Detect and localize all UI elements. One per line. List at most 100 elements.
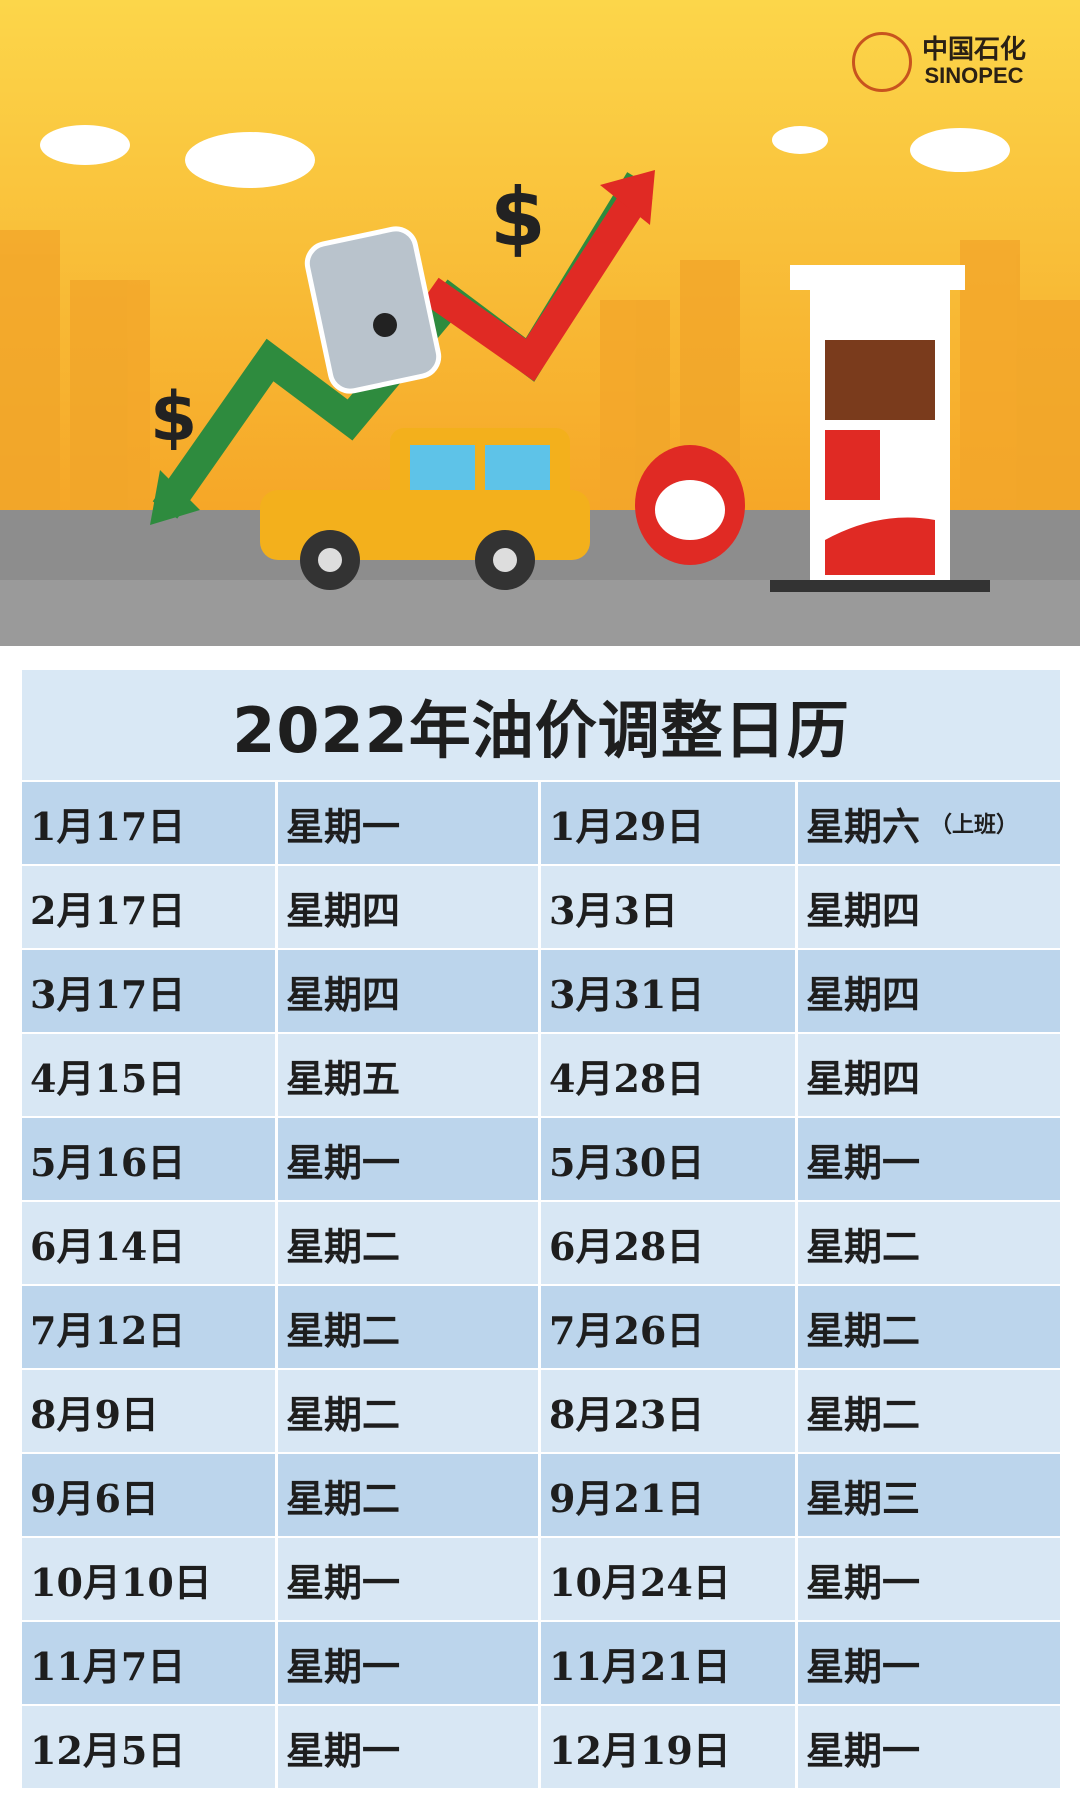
weekday-cell: 星期四 bbox=[278, 950, 541, 1032]
weekday-cell-text: 星期一 bbox=[286, 1643, 401, 1689]
date-cell: 3月17日 bbox=[22, 950, 278, 1032]
weekday-cell: 星期一 bbox=[278, 1118, 541, 1200]
car-icon bbox=[260, 428, 590, 590]
weekday-cell: 星期二 bbox=[278, 1286, 541, 1368]
date-cell-text: 6月28日 bbox=[549, 1223, 705, 1269]
weekday-cell: 星期二 bbox=[278, 1370, 541, 1452]
up-arrow bbox=[421, 181, 653, 382]
date-cell: 10月10日 bbox=[22, 1538, 278, 1620]
weekday-cell: 星期二 bbox=[278, 1202, 541, 1284]
date-cell: 2月17日 bbox=[22, 866, 278, 948]
table-row: 8月9日 星期二 8月23日 星期二 bbox=[22, 1370, 1060, 1452]
date-cell-text: 10月24日 bbox=[549, 1559, 731, 1605]
date-cell-text: 9月21日 bbox=[549, 1475, 705, 1521]
table-row: 7月12日 星期二 7月26日 星期二 bbox=[22, 1286, 1060, 1368]
weekday-cell: 星期一 bbox=[278, 1538, 541, 1620]
weekday-cell-text: 星期一 bbox=[286, 803, 401, 849]
date-cell-text: 11月7日 bbox=[30, 1643, 186, 1689]
mascot-icon bbox=[635, 445, 745, 565]
date-cell: 6月28日 bbox=[541, 1202, 798, 1284]
date-cell: 4月15日 bbox=[22, 1034, 278, 1116]
date-cell-text: 8月23日 bbox=[549, 1391, 705, 1437]
table-row: 1月17日 星期一 1月29日 星期六 （上班） bbox=[22, 782, 1060, 864]
date-cell: 8月9日 bbox=[22, 1370, 278, 1452]
date-cell-text: 11月21日 bbox=[549, 1643, 731, 1689]
weekday-cell-text: 星期二 bbox=[286, 1391, 401, 1437]
date-cell-text: 4月15日 bbox=[30, 1055, 186, 1101]
sinopec-mark-icon bbox=[852, 32, 912, 92]
date-cell-text: 3月31日 bbox=[549, 971, 705, 1017]
table-row: 11月7日 星期一 11月21日 星期一 bbox=[22, 1622, 1060, 1704]
table-row: 3月17日 星期四 3月31日 星期四 bbox=[22, 950, 1060, 1032]
weekday-cell-text: 星期一 bbox=[286, 1559, 401, 1605]
weekday-cell: 星期四 bbox=[798, 866, 1060, 948]
workday-note: （上班） bbox=[930, 812, 1019, 838]
date-cell-text: 1月29日 bbox=[549, 803, 705, 849]
weekday-cell-text: 星期一 bbox=[286, 1727, 401, 1773]
table-row: 4月15日 星期五 4月28日 星期四 bbox=[22, 1034, 1060, 1116]
table-row: 6月14日 星期二 6月28日 星期二 bbox=[22, 1202, 1060, 1284]
weekday-cell: 星期一 bbox=[278, 782, 541, 864]
date-cell-text: 6月14日 bbox=[30, 1223, 186, 1269]
table-row: 5月16日 星期一 5月30日 星期一 bbox=[22, 1118, 1060, 1200]
weekday-cell-text: 星期二 bbox=[806, 1391, 921, 1437]
oil-barrel-icon bbox=[304, 226, 442, 394]
table-row: 10月10日 星期一 10月24日 星期一 bbox=[22, 1538, 1060, 1620]
date-cell: 3月31日 bbox=[541, 950, 798, 1032]
date-cell-text: 5月16日 bbox=[30, 1139, 186, 1185]
date-cell: 11月21日 bbox=[541, 1622, 798, 1704]
weekday-cell: 星期一 bbox=[278, 1706, 541, 1788]
weekday-cell-text: 星期一 bbox=[806, 1139, 921, 1185]
weekday-cell-text: 星期四 bbox=[806, 971, 921, 1017]
weekday-cell-text: 星期四 bbox=[286, 887, 401, 933]
weekday-cell-text: 星期一 bbox=[286, 1139, 401, 1185]
banner-illustration: $ $ 中国石化 SINOPEC bbox=[0, 0, 1080, 646]
page-title: 2022年油价调整日历 bbox=[22, 670, 1060, 780]
dollar-icon: $ bbox=[150, 378, 197, 457]
date-cell-text: 7月12日 bbox=[30, 1307, 186, 1353]
weekday-cell: 星期四 bbox=[278, 866, 541, 948]
date-cell-text: 7月26日 bbox=[549, 1307, 705, 1353]
weekday-cell-text: 星期二 bbox=[286, 1475, 401, 1521]
weekday-cell: 星期一 bbox=[798, 1706, 1060, 1788]
weekday-cell-text: 星期四 bbox=[806, 887, 921, 933]
table-row: 2月17日 星期四 3月3日 星期四 bbox=[22, 866, 1060, 948]
brand-cn: 中国石化 bbox=[922, 34, 1027, 65]
table-row: 12月5日 星期一 12月19日 星期一 bbox=[22, 1706, 1060, 1788]
weekday-cell: 星期二 bbox=[798, 1202, 1060, 1284]
weekday-cell: 星期一 bbox=[798, 1118, 1060, 1200]
weekday-cell-text: 星期二 bbox=[286, 1223, 401, 1269]
date-cell-text: 4月28日 bbox=[549, 1055, 705, 1101]
weekday-cell-text: 星期三 bbox=[806, 1475, 921, 1521]
adjustment-calendar-table: 2022年油价调整日历 1月17日 星期一 1月29日 星期六 （上班） 2月17日 星期四… bbox=[22, 670, 1060, 1788]
date-cell: 5月16日 bbox=[22, 1118, 278, 1200]
date-cell-text: 3月17日 bbox=[30, 971, 186, 1017]
date-cell: 6月14日 bbox=[22, 1202, 278, 1284]
weekday-cell-text: 星期一 bbox=[806, 1643, 921, 1689]
cloud-icon bbox=[40, 125, 1010, 188]
weekday-cell-text: 星期二 bbox=[806, 1307, 921, 1353]
weekday-cell: 星期三 bbox=[798, 1454, 1060, 1536]
weekday-cell-text: 星期六 bbox=[806, 803, 921, 849]
weekday-cell: 星期二 bbox=[798, 1286, 1060, 1368]
brand-en: SINOPEC bbox=[924, 63, 1024, 89]
date-cell: 3月3日 bbox=[541, 866, 798, 948]
date-cell: 9月21日 bbox=[541, 1454, 798, 1536]
date-cell-text: 9月6日 bbox=[30, 1475, 159, 1521]
date-cell-text: 1月17日 bbox=[30, 803, 186, 849]
weekday-cell-text: 星期五 bbox=[286, 1055, 401, 1101]
weekday-cell: 星期四 bbox=[798, 950, 1060, 1032]
date-cell: 7月12日 bbox=[22, 1286, 278, 1368]
weekday-cell: 星期四 bbox=[798, 1034, 1060, 1116]
dollar-icon: $ bbox=[490, 171, 546, 264]
weekday-cell: 星期五 bbox=[278, 1034, 541, 1116]
date-cell: 9月6日 bbox=[22, 1454, 278, 1536]
date-cell-text: 12月19日 bbox=[549, 1727, 731, 1773]
weekday-cell: 星期一 bbox=[278, 1622, 541, 1704]
date-cell-text: 3月3日 bbox=[549, 887, 678, 933]
weekday-cell-text: 星期二 bbox=[286, 1307, 401, 1353]
date-cell: 1月29日 bbox=[541, 782, 798, 864]
date-cell-text: 2月17日 bbox=[30, 887, 186, 933]
date-cell-text: 12月5日 bbox=[30, 1727, 186, 1773]
weekday-cell: 星期一 bbox=[798, 1538, 1060, 1620]
